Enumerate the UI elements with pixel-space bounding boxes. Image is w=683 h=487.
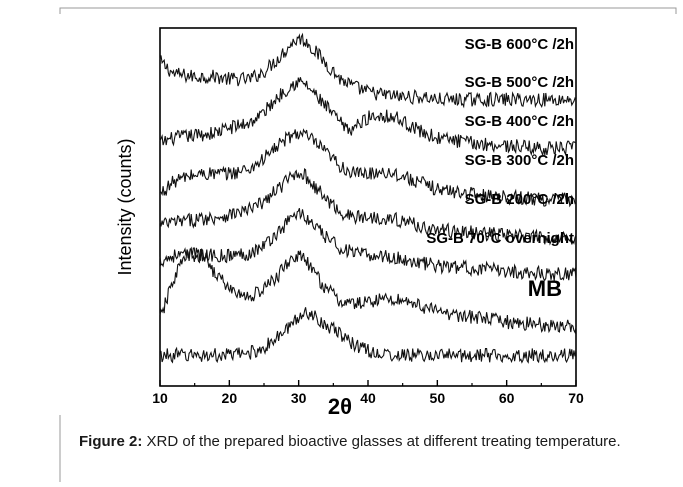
series-trace xyxy=(159,246,577,335)
series-label: SG-B 600°C /2h xyxy=(465,36,574,53)
series-trace xyxy=(159,77,577,157)
series-label: SG-B 500°C /2h xyxy=(465,74,574,91)
traces-layer xyxy=(159,32,577,364)
series-trace xyxy=(159,128,577,208)
series-label: SG-B 300°C /2h xyxy=(465,152,574,169)
series-labels-layer: SG-B 600°C /2h SG-B 500°C /2h SG-B 400°C /… xyxy=(426,36,574,301)
x-tick-label: 30 xyxy=(291,390,307,406)
y-axis-label: Intensity (counts) xyxy=(115,138,135,275)
series-label: MB xyxy=(528,276,562,301)
series-trace xyxy=(159,208,577,281)
x-tick-label: 60 xyxy=(499,390,515,406)
x-tick-label: 40 xyxy=(360,390,376,406)
series-label: SG-B 70°C overnight xyxy=(426,230,574,247)
x-tick-label: 70 xyxy=(568,390,584,406)
x-axis-ticks xyxy=(159,380,577,386)
series-trace xyxy=(159,167,577,246)
series-trace xyxy=(159,307,577,364)
figure-caption: Figure 2: XRD of the prepared bioactive … xyxy=(79,432,659,452)
figure-caption-label: Figure 2: xyxy=(79,433,143,450)
figure-caption-text: XRD of the prepared bioactive glasses at… xyxy=(142,433,621,450)
x-tick-label: 10 xyxy=(152,390,168,406)
x-axis-tick-labels: 10 20 30 40 50 60 70 xyxy=(152,390,584,406)
series-label: SG-B 200°C /2h xyxy=(465,191,574,208)
x-axis-label: 2θ xyxy=(328,394,352,419)
x-tick-label: 20 xyxy=(222,390,238,406)
series-trace xyxy=(159,32,577,109)
series-label: SG-B 400°C /2h xyxy=(465,113,574,130)
figure-frame xyxy=(59,7,677,14)
x-tick-label: 50 xyxy=(430,390,446,406)
